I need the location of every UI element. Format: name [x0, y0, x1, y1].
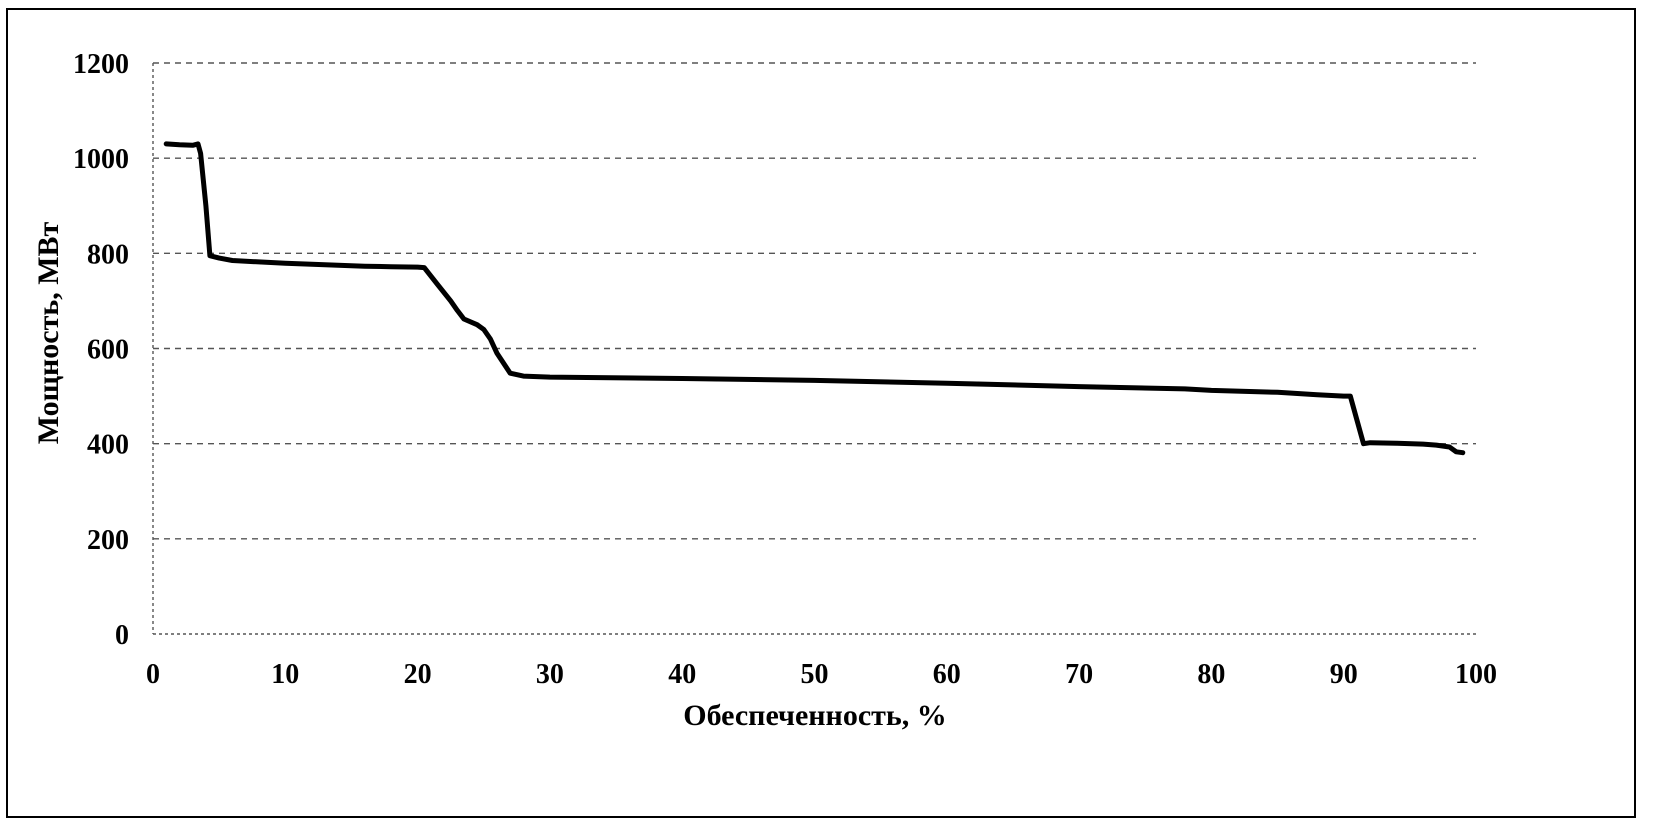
y-tick-label: 0	[115, 620, 129, 651]
x-tick-label: 70	[1065, 659, 1093, 690]
y-tick-label: 1000	[73, 144, 129, 175]
x-tick-label: 60	[933, 659, 961, 690]
x-axis-title: Обеспеченность, %	[683, 699, 947, 732]
x-tick-label: 40	[668, 659, 696, 690]
series-layer	[163, 141, 1466, 456]
x-tick-label: 30	[536, 659, 564, 690]
x-tick-label: 10	[271, 659, 299, 690]
axes	[152, 63, 1476, 635]
x-tick-label: 20	[404, 659, 432, 690]
y-tick-label: 1200	[73, 49, 129, 80]
y-tick-label: 800	[87, 239, 129, 270]
chart-frame	[6, 8, 1636, 818]
y-tick-label: 200	[87, 525, 129, 556]
series-line-0	[163, 141, 1466, 456]
y-tick-labels: 0 200 400 600 800 1000 1200	[73, 49, 129, 651]
x-tick-label: 90	[1330, 659, 1358, 690]
x-tick-label: 100	[1455, 659, 1497, 690]
y-tick-label: 400	[87, 430, 129, 461]
x-tick-label: 0	[146, 659, 160, 690]
y-axis-title: Мощность, МВт	[32, 221, 65, 444]
x-tick-labels: 0 10 20 30 40 50 60 70 80 90 100	[146, 659, 1497, 690]
gridlines	[153, 62, 1476, 540]
y-tick-label: 600	[87, 335, 129, 366]
x-tick-label: 80	[1197, 659, 1225, 690]
x-tick-label: 50	[801, 659, 829, 690]
